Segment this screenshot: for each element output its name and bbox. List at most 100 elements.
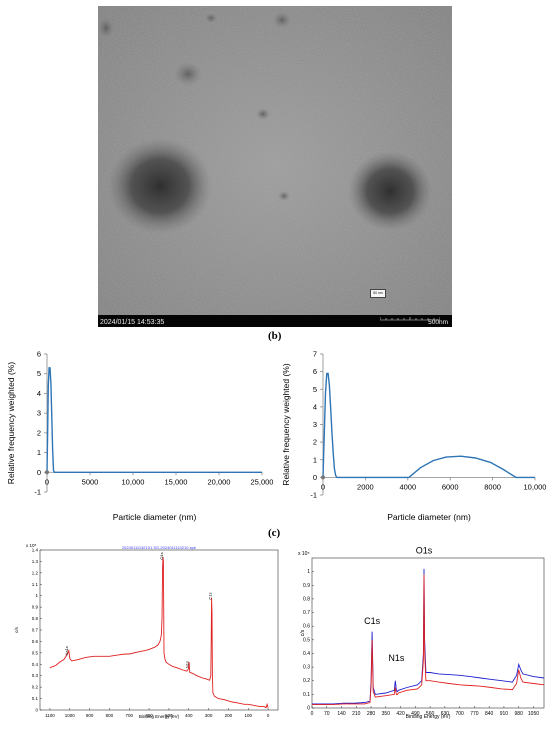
series-line <box>312 574 545 706</box>
x-tick-label: 490 <box>411 711 420 717</box>
x-tick-label: 0 <box>45 477 49 486</box>
y-tick-label: 0.2 <box>303 678 310 684</box>
panel-label-b: (b) <box>268 330 282 342</box>
y-tick-label: -1 <box>310 491 317 500</box>
x-tick-label: 100 <box>244 713 252 718</box>
x-axis-label: Binding Energy (eV) <box>139 714 180 719</box>
x-tick-label: 6000 <box>442 482 459 491</box>
y-tick-label: 4 <box>37 389 41 398</box>
tem-micrograph: 50 nm 2024/01/15 14:53:35 500nm <box>98 6 452 327</box>
y-tick-label: 1 <box>35 593 38 598</box>
x-tick-label: 210 <box>352 711 361 717</box>
x-tick-label: 400 <box>185 713 193 718</box>
y-tick-label: 0.4 <box>32 662 39 667</box>
y-tick-label: 0.1 <box>32 696 39 701</box>
x-tick-label: 280 <box>367 711 376 717</box>
tem-scalebox: 50 nm <box>370 289 386 298</box>
x-tick-label: 840 <box>485 711 494 717</box>
x-tick-label: 630 <box>441 711 450 717</box>
y-tick-label: 0.5 <box>303 637 310 643</box>
y-axis-label: Relative frequency weighted (%) <box>6 362 16 485</box>
x-tick-label: 200 <box>225 713 233 718</box>
x-tick-label: 20,000 <box>208 477 231 486</box>
plot-frame <box>311 557 545 709</box>
y-tick-label: 1.2 <box>32 570 39 575</box>
peak-label: O1s <box>416 545 433 555</box>
origin-marker <box>321 475 325 480</box>
x-tick-label: 980 <box>515 711 524 717</box>
x-axis-label: Particle diameter (nm) <box>387 512 471 522</box>
y-tick-label: 0 <box>313 473 317 482</box>
x-tick-label: 700 <box>455 711 464 717</box>
dls-chart-left: -1 0 1 2 3 4 5 6 0 5000 10,000 15,000 20,000 25,000 Pa… <box>6 350 274 523</box>
y-tick-label: 0.4 <box>303 651 310 657</box>
y-tick-label: 0.2 <box>32 685 39 690</box>
y-tick-label: 5 <box>313 385 317 394</box>
y-tick-label: 0.5 <box>32 650 39 655</box>
x-tick-label: 910 <box>500 711 509 717</box>
y-tick-label: 7 <box>313 350 317 359</box>
x-tick-label: 420 <box>396 711 405 717</box>
xps-chart-left: 0 0.1 0.2 0.3 0.4 0.5 0.6 0.7 0.8 0.9 1 1.1 1.2 1.3 1.… <box>14 543 279 719</box>
series-line <box>49 556 269 709</box>
x-tick-label: 800 <box>106 713 114 718</box>
y-tick-label: 0.6 <box>303 624 310 630</box>
dls-chart-right: -1 0 1 2 3 4 5 6 7 0 2000 4000 6000 8000 10,000 Particl… <box>281 350 546 523</box>
y-tick-label: 0.3 <box>32 673 39 678</box>
series-line <box>322 372 535 479</box>
peak-label: N1s <box>388 653 405 663</box>
x-tick-label: 770 <box>470 711 479 717</box>
x-tick-label: 15,000 <box>165 477 188 486</box>
x-tick-label: 350 <box>382 711 391 717</box>
y-tick-label: 0.1 <box>303 692 310 698</box>
x-tick-label: 0 <box>321 482 325 491</box>
tem-info-bar: 2024/01/15 14:53:35 500nm <box>98 315 452 327</box>
x-tick-label: 0 <box>311 711 314 717</box>
y-tick-label: -1 <box>34 488 41 497</box>
y-axis-label: Relative frequency weighted (%) <box>281 363 291 486</box>
tem-scale-label: 500nm <box>428 319 448 326</box>
y-tick-label: 1 <box>37 448 41 457</box>
x-axis-label: Binding Energy (eV) <box>406 714 451 720</box>
tem-image <box>98 6 452 327</box>
x-tick-label: 900 <box>86 713 94 718</box>
peak-label: C1s <box>208 592 213 599</box>
y-tick-label: 4 <box>313 402 317 411</box>
x-tick-label: 25,000 <box>251 477 274 486</box>
x-tick-label: 560 <box>426 711 435 717</box>
x-tick-label: 700 <box>125 713 133 718</box>
y-tick-label: 0.8 <box>32 616 39 621</box>
tem-scale-ticks <box>380 317 440 321</box>
plot-frame <box>39 549 279 711</box>
y-tick-label: 0 <box>37 468 41 477</box>
y-tick-label: 0 <box>35 708 38 713</box>
xps-chart-right: 0 0.1 0.2 0.3 0.4 0.5 0.6 0.7 0.8 0.9 1 0 70 140 210 28… <box>298 545 545 720</box>
y-tick-label: 0.8 <box>303 596 310 602</box>
x-tick-label: 0 <box>267 713 270 718</box>
peak-label: O1s <box>159 552 164 559</box>
x-tick-label: 500 <box>165 713 173 718</box>
x-tick-label: 300 <box>205 713 213 718</box>
y-tick-label: 0 <box>307 706 310 712</box>
x-tick-label: 1050 <box>528 711 539 717</box>
x-tick-label: 140 <box>337 711 346 717</box>
nanoparticle-cluster-right <box>348 151 432 231</box>
nanoparticle-cluster-left <box>108 138 212 234</box>
x-tick-label: 70 <box>324 711 330 717</box>
series-line <box>312 568 545 705</box>
peak-label: N1s <box>185 661 190 668</box>
panel-label-c: (c) <box>268 527 281 539</box>
y-multiplier: x 10⁵ <box>298 551 310 557</box>
y-tick-label: 1.3 <box>32 559 39 564</box>
x-tick-label: 1100 <box>45 713 55 718</box>
y-multiplier: x 10⁵ <box>26 543 37 548</box>
y-tick-label: 6 <box>313 367 317 376</box>
x-tick-label: 600 <box>145 713 153 718</box>
x-tick-label: 1000 <box>65 713 76 718</box>
y-tick-label: 0.9 <box>303 583 310 589</box>
y-tick-label: 6 <box>37 350 41 359</box>
y-tick-label: 0.6 <box>32 639 39 644</box>
y-tick-label: 5 <box>37 369 41 378</box>
series-line <box>46 367 262 473</box>
x-tick-label: 8000 <box>484 482 501 491</box>
